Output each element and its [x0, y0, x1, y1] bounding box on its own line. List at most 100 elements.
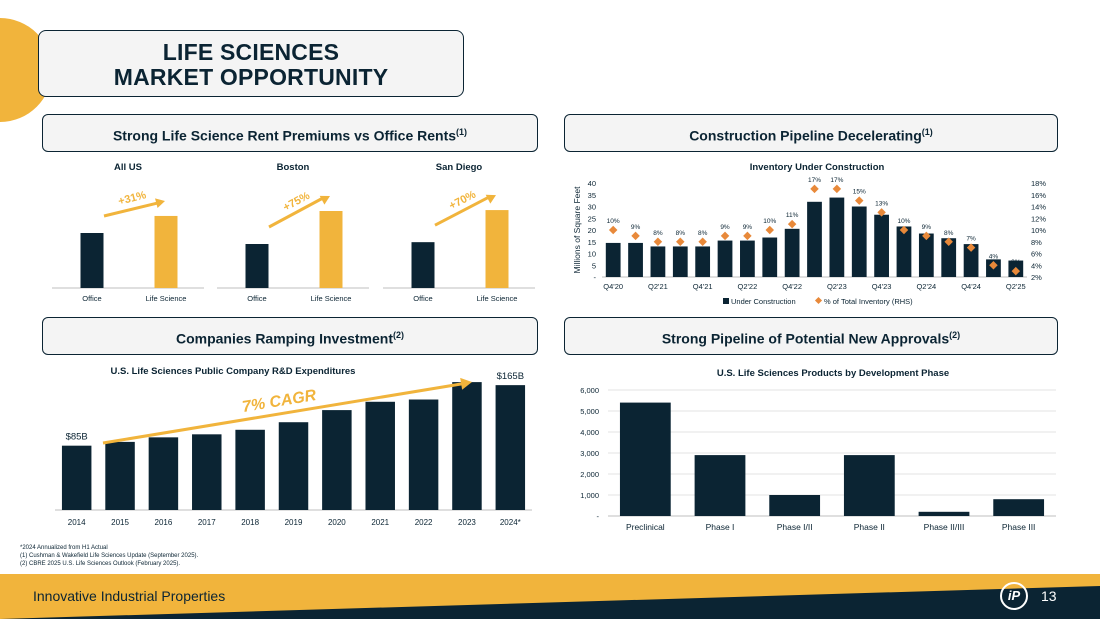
rd-xlabel-10: 2024* — [500, 518, 521, 527]
construction-pct-marker-12 — [877, 208, 886, 217]
construction-y2tick-2: 6% — [1031, 250, 1042, 259]
construction-chart: Inventory Under Construction Millions of … — [572, 162, 1046, 306]
construction-pct-label-10: 17% — [830, 177, 843, 184]
all-us-title: All US — [114, 162, 142, 173]
construction-pct-marker-7 — [765, 225, 775, 235]
section-construction-pipeline: Construction Pipeline Decelerating(1) — [564, 114, 1058, 152]
rd-bar-2018 — [235, 429, 265, 510]
san-diego-xlabel-1: Life Science — [477, 294, 518, 303]
construction-pct-label-3: 8% — [676, 230, 686, 237]
phase-ytick-1: 1,000 — [580, 491, 599, 500]
section-rent-sup: (1) — [456, 127, 468, 137]
construction-pct-label-7: 10% — [763, 218, 776, 225]
construction-pct-label-5: 9% — [720, 224, 730, 231]
phase-ytick-4: 4,000 — [580, 428, 599, 437]
construction-pct-label-2: 8% — [653, 230, 663, 237]
construction-xtick-0: Q4'20 — [603, 282, 623, 291]
construction-bar-15 — [941, 238, 957, 277]
phase-xlabel-4: Phase II/III — [924, 522, 965, 532]
construction-pct-label-6: 9% — [743, 224, 753, 231]
construction-pct-marker-3 — [676, 237, 685, 246]
rd-bar-2014 — [61, 445, 92, 510]
construction-bar-1 — [628, 242, 643, 277]
logo-icon: iP — [1000, 582, 1028, 610]
construction-pct-marker-2 — [653, 237, 663, 246]
title-box: LIFE SCIENCES MARKET OPPORTUNITY — [38, 30, 464, 97]
construction-bar-3 — [672, 246, 688, 277]
construction-pct-label-1: 9% — [631, 224, 641, 231]
rd-bar-2015 — [105, 441, 135, 510]
boston-xlabel-0: Office — [247, 294, 266, 303]
construction-y2tick-3: 8% — [1031, 238, 1042, 247]
san-diego-title: San Diego — [436, 162, 483, 173]
construction-legend-bar-label: Under Construction — [731, 297, 796, 306]
construction-bar-10 — [829, 197, 845, 277]
rd-xlabel-2: 2016 — [155, 518, 173, 527]
phase-ytick-2: 2,000 — [580, 470, 599, 479]
construction-xtick-6: Q4'23 — [872, 282, 892, 291]
construction-pct-marker-10 — [832, 184, 842, 194]
all-us-arrow-line — [103, 201, 159, 218]
phase-ytick-5: 5,000 — [580, 407, 599, 416]
rd-cagr-annotation: 7% CAGR — [241, 387, 318, 416]
construction-y2tick-0: 2% — [1031, 273, 1042, 282]
phase-xlabel-2: Phase I/II — [777, 522, 813, 532]
rd-bar-2020 — [322, 410, 352, 510]
rent-chart-san-diego: San Diego Office Life Science +70% — [383, 162, 535, 303]
construction-ytick-8: 40 — [588, 179, 596, 188]
boston-annotation: +75% — [281, 190, 312, 214]
all-us-bar-life-science — [154, 215, 178, 288]
rd-xlabel-5: 2019 — [285, 518, 303, 527]
construction-pct-label-15: 8% — [944, 230, 954, 237]
footer-company-name: Innovative Industrial Properties — [33, 588, 226, 604]
section-investment-sup: (2) — [393, 330, 405, 340]
section-construction-sup: (1) — [921, 127, 933, 137]
construction-bar-16 — [963, 244, 979, 277]
construction-y2tick-4: 10% — [1031, 226, 1046, 235]
construction-pct-label-17: 4% — [989, 253, 999, 260]
construction-pct-marker-4 — [698, 237, 707, 246]
construction-bar-7 — [762, 237, 778, 277]
boston-arrow-head — [319, 195, 330, 205]
construction-bar-0 — [605, 242, 621, 277]
san-diego-annotation: +70% — [447, 188, 478, 212]
construction-pct-marker-17 — [989, 261, 998, 270]
construction-pct-label-13: 10% — [897, 218, 910, 225]
rd-xlabel-8: 2022 — [415, 518, 433, 527]
construction-xtick-5: Q2'23 — [827, 282, 847, 291]
boston-xlabel-1: Life Science — [311, 294, 352, 303]
phase-ytick-0: - — [597, 512, 600, 521]
construction-xtick-7: Q2'24 — [916, 282, 936, 291]
phase-xlabel-5: Phase III — [1002, 522, 1036, 532]
phase-bar-phase-ii-iii — [918, 511, 970, 516]
construction-xtick-2: Q4'21 — [693, 282, 713, 291]
rd-xlabel-6: 2020 — [328, 518, 346, 527]
all-us-bar-office — [80, 233, 104, 288]
construction-pct-label-14: 9% — [922, 224, 932, 231]
construction-pct-label-11: 15% — [853, 189, 866, 196]
phase-ytick-3: 3,000 — [580, 449, 599, 458]
phase-xlabel-0: Preclinical — [626, 522, 665, 532]
construction-pct-marker-6 — [743, 231, 752, 241]
san-diego-arrow-head — [485, 194, 496, 204]
section-construction-label: Construction Pipeline Decelerating — [689, 127, 922, 144]
phase-bar-phase-i — [694, 455, 746, 516]
rd-xlabel-3: 2017 — [198, 518, 216, 527]
phase-bar-phase-iii — [993, 499, 1045, 516]
rd-first-label: $85B — [66, 432, 88, 443]
construction-legend-bar-swatch — [723, 298, 729, 304]
construction-xtick-1: Q2'21 — [648, 282, 668, 291]
construction-y2tick-8: 18% — [1031, 179, 1046, 188]
construction-xtick-9: Q2'25 — [1006, 282, 1026, 291]
rd-xlabel-0: 2014 — [68, 518, 86, 527]
construction-xtick-3: Q2'22 — [738, 282, 758, 291]
construction-pct-label-9: 17% — [808, 177, 821, 184]
phase-bar-phase-i-ii — [769, 495, 821, 516]
section-companies-investment: Companies Ramping Investment(2) — [42, 317, 538, 355]
construction-bar-14 — [918, 233, 934, 277]
page-number: 13 — [1041, 588, 1057, 604]
construction-bar-4 — [695, 246, 711, 277]
rd-bar-2019 — [278, 422, 309, 510]
boston-arrow-line — [268, 196, 324, 229]
phase-title: U.S. Life Sciences Products by Developme… — [717, 368, 949, 379]
